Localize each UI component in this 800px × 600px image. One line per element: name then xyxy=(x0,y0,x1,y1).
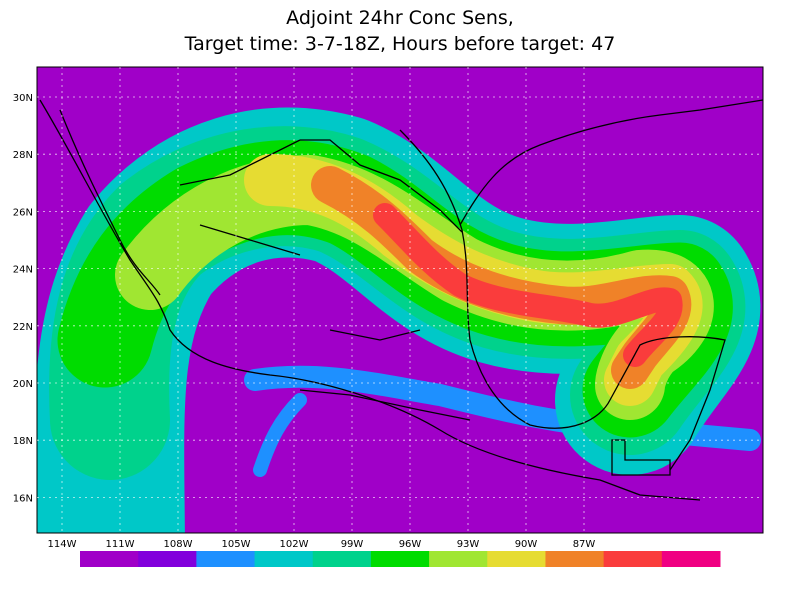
map-area xyxy=(37,67,763,533)
colorbar-swatch xyxy=(138,551,197,567)
lon-label: 114W xyxy=(48,539,77,550)
colorbar-swatch xyxy=(196,551,256,567)
colorbar-swatch xyxy=(603,551,663,567)
lon-label: 93W xyxy=(457,539,480,550)
lon-label: 111W xyxy=(106,539,135,550)
colorbar-swatch xyxy=(487,551,546,567)
border-line xyxy=(179,139,471,421)
lon-label: 87W xyxy=(573,539,596,550)
coastline xyxy=(59,109,161,296)
coastline xyxy=(399,129,726,471)
lat-label: 22N xyxy=(13,322,33,333)
lon-label: 105W xyxy=(222,539,251,550)
lon-label: 96W xyxy=(399,539,422,550)
title-line-1: Adjoint 24hr Conc Sens, xyxy=(286,7,514,29)
colorbar-swatch xyxy=(254,551,314,567)
lat-label: 16N xyxy=(13,493,33,504)
title-line-2: Target time: 3-7-18Z, Hours before targe… xyxy=(184,33,616,55)
grid xyxy=(37,67,763,533)
colorbar-swatch xyxy=(429,551,488,567)
lat-label: 18N xyxy=(13,436,33,447)
contour-band xyxy=(373,203,683,367)
lat-label: 28N xyxy=(13,150,33,161)
lat-label: 24N xyxy=(13,265,33,276)
colorbar-swatch xyxy=(80,551,139,567)
lon-label: 108W xyxy=(164,539,193,550)
colorbar-swatch xyxy=(545,551,605,567)
lat-label: 26N xyxy=(13,207,33,218)
colorbar xyxy=(80,551,721,567)
lon-label: 99W xyxy=(341,539,364,550)
colorbar-swatch xyxy=(312,551,372,567)
coastline xyxy=(459,99,763,226)
colorbar-swatch xyxy=(370,551,430,567)
coastline xyxy=(39,99,701,501)
axis-labels: 30N 28N 26N 24N 22N 20N 18N 16N 114W 111W 108W 105W… xyxy=(13,93,596,550)
lon-label: 102W xyxy=(280,539,309,550)
colorbar-swatch xyxy=(661,551,721,567)
lon-label: 90W xyxy=(515,539,538,550)
contour-band xyxy=(253,393,307,477)
lat-label: 20N xyxy=(13,379,33,390)
map-frame xyxy=(36,66,764,534)
lat-label: 30N xyxy=(13,93,33,104)
